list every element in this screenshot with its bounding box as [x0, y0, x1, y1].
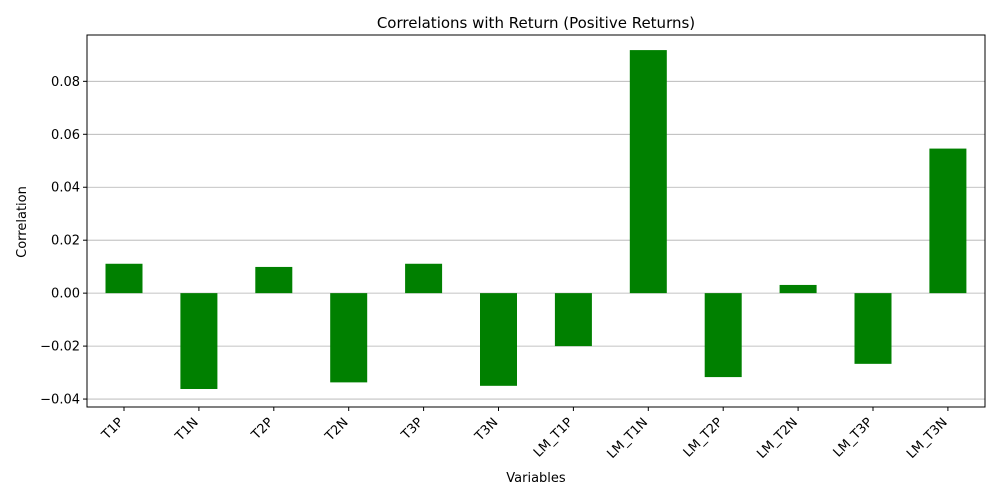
y-axis-label: Correlation — [15, 186, 30, 258]
y-tick-label: 0.02 — [51, 234, 80, 249]
bar-t2n — [330, 293, 368, 383]
plot-frame — [86, 34, 986, 408]
x-tick-label: T3P — [398, 415, 426, 443]
x-tick-label: LM_T1N — [605, 415, 652, 462]
bar-lm-t1n — [629, 50, 667, 294]
bar-lm-t2n — [779, 284, 817, 294]
x-tick-label: T1N — [172, 415, 202, 445]
x-tick-label: T1P — [98, 415, 126, 443]
x-axis-ticks: T1P T1N T2P T2N T3P T3N LM_T1P LM_T1N LM_T2P LM_T… — [98, 407, 951, 462]
y-tick-label: 0.04 — [51, 181, 80, 196]
x-tick-label: LM_T2N — [754, 415, 801, 462]
y-tick-label: −0.04 — [40, 393, 80, 408]
gridlines — [87, 80, 985, 400]
x-tick-label: T3N — [472, 415, 502, 445]
bars — [105, 50, 967, 389]
x-tick-label: LM_T3P — [831, 415, 876, 460]
bar-t2p — [255, 266, 293, 294]
bar-t1p — [105, 263, 143, 294]
y-axis-ticks: −0.04 −0.02 0.00 0.02 0.04 0.06 0.08 — [40, 75, 87, 408]
x-tick-label: T2P — [248, 415, 276, 443]
x-tick-label: LM_T1P — [531, 415, 576, 460]
bar-t1n — [180, 293, 218, 389]
y-tick-label: 0.06 — [51, 128, 80, 143]
y-tick-label: 0.00 — [51, 287, 80, 302]
y-tick-label: −0.02 — [40, 340, 80, 355]
bar-lm-t1p — [554, 293, 592, 347]
x-tick-label: LM_T3N — [904, 415, 951, 462]
x-tick-label: LM_T2P — [681, 415, 726, 460]
bar-lm-t3n — [929, 148, 967, 294]
y-tick-label: 0.08 — [51, 75, 80, 90]
x-axis-label: Variables — [506, 471, 566, 486]
x-tick-label: T2N — [322, 415, 352, 445]
bar-t3n — [480, 293, 517, 386]
chart-title: Correlations with Return (Positive Retur… — [377, 14, 695, 32]
bar-lm-t3p — [854, 293, 892, 364]
bar-lm-t2p — [704, 293, 742, 378]
bar-t3p — [405, 263, 443, 294]
